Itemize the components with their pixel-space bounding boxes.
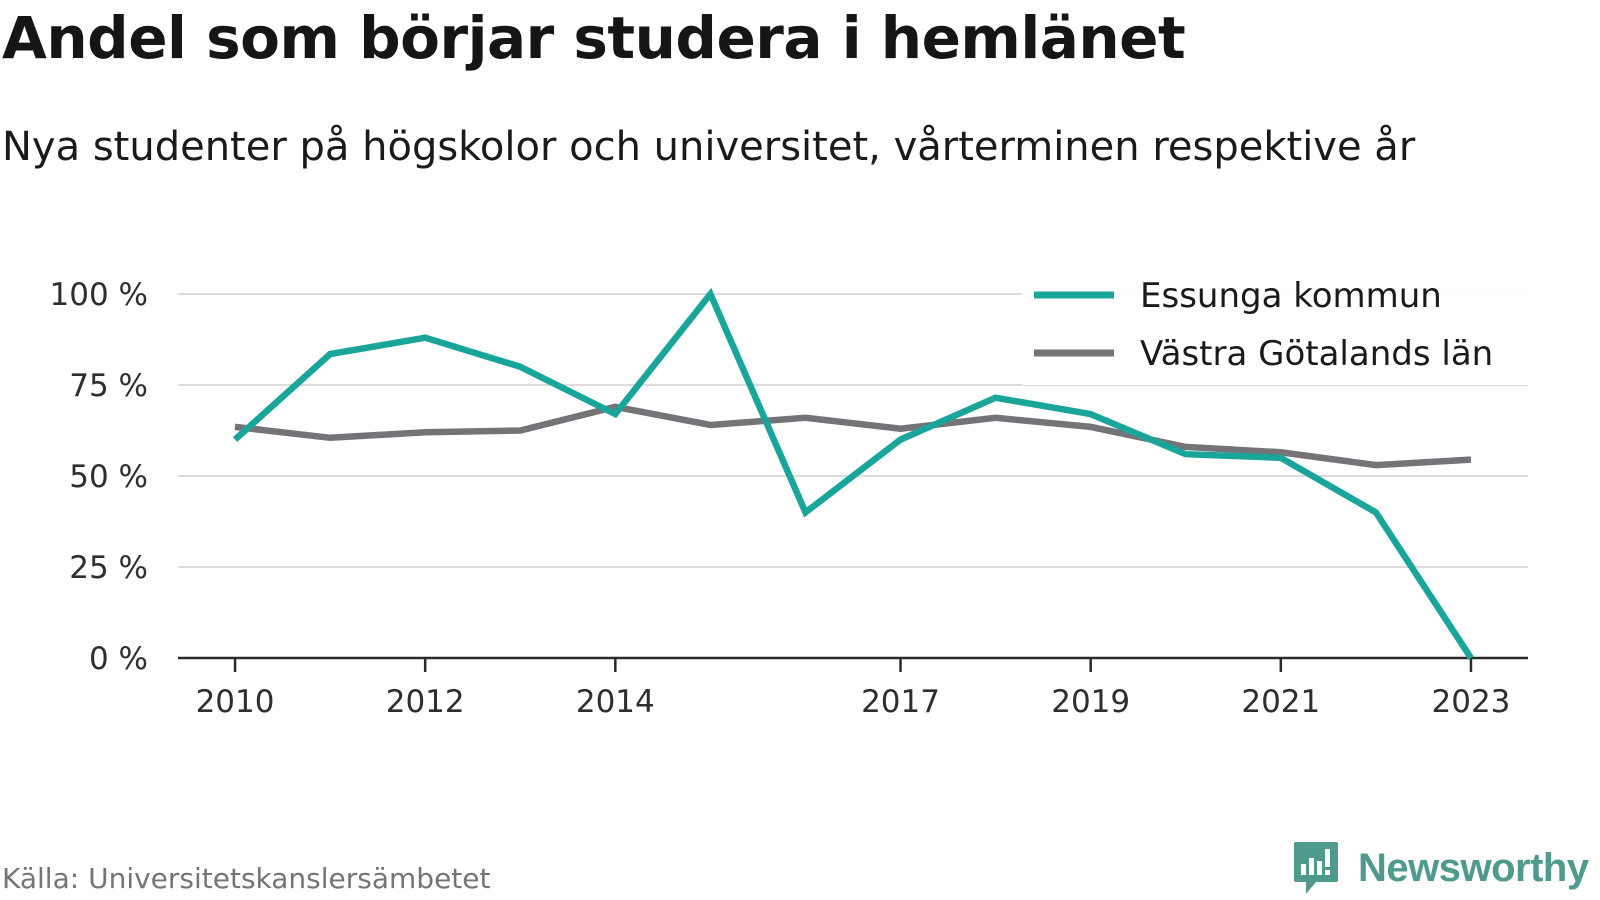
x-tick-label: 2012 [386,684,465,720]
y-axis-ticks: 0 % 25 % 50 % 75 % 100 % [50,277,148,677]
newsworthy-logo-icon [1294,842,1338,894]
legend-label: Essunga kommun [1140,276,1442,316]
brand-name: Newsworthy [1358,845,1589,890]
series-lines [232,287,1474,660]
series-line [234,403,1472,469]
source-note: Källa: Universitetskanslersämbetet [2,862,491,895]
x-tick-label: 2014 [576,684,655,720]
y-tick-label: 100 % [50,277,148,313]
y-tick-label: 50 % [69,459,148,495]
legend-background [1022,265,1532,385]
x-tick-label: 2017 [861,684,940,720]
x-tick-label: 2021 [1241,684,1320,720]
series-line [232,287,1474,660]
x-tick-label: 2010 [196,684,275,720]
legend-label: Västra Götalands län [1140,334,1493,374]
y-tick-label: 25 % [69,550,148,586]
brand-logo: Newsworthy [1292,840,1589,896]
chart-subtitle: Nya studenter på högskolor och universit… [2,124,1416,170]
chart-title: Andel som börjar studera i hemlänet [2,4,1186,72]
y-tick-label: 75 % [69,368,148,404]
y-tick-label: 0 % [89,641,148,677]
x-tick-label: 2023 [1432,684,1511,720]
x-axis-ticks: 2010 2012 2014 2017 2019 2021 2023 [178,656,1528,720]
legend: Essunga kommun Västra Götalands län [1022,265,1532,385]
x-tick-label: 2019 [1051,684,1130,720]
